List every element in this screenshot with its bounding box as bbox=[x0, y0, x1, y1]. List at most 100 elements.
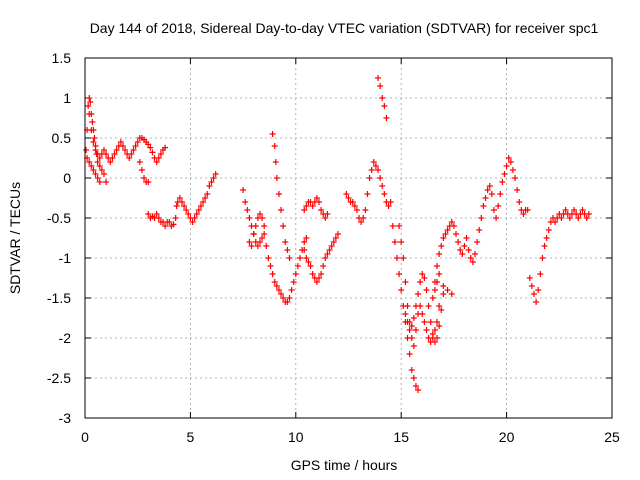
data-point bbox=[145, 141, 152, 148]
data-point bbox=[286, 295, 293, 301]
data-point bbox=[434, 279, 441, 285]
data-point bbox=[282, 239, 289, 245]
data-point bbox=[476, 227, 483, 233]
data-point bbox=[178, 199, 185, 205]
x-axis-label: GPS time / hours bbox=[291, 457, 398, 473]
data-point bbox=[284, 299, 291, 305]
data-point bbox=[103, 151, 110, 157]
data-point bbox=[250, 231, 257, 237]
data-point bbox=[381, 191, 388, 197]
data-point bbox=[535, 287, 542, 293]
data-point bbox=[459, 251, 466, 257]
data-point bbox=[469, 259, 476, 265]
data-point bbox=[85, 103, 92, 109]
data-point bbox=[431, 287, 438, 293]
data-point bbox=[204, 191, 211, 197]
data-point bbox=[261, 223, 268, 229]
data-point bbox=[419, 311, 426, 317]
data-point bbox=[244, 207, 251, 213]
data-point bbox=[252, 223, 259, 229]
data-point bbox=[189, 219, 196, 225]
data-point bbox=[267, 263, 274, 269]
data-point bbox=[88, 163, 95, 169]
data-point bbox=[343, 191, 350, 197]
data-point bbox=[385, 203, 392, 209]
data-point bbox=[86, 95, 93, 101]
data-point bbox=[353, 207, 360, 213]
data-point bbox=[478, 215, 485, 221]
data-point bbox=[503, 163, 510, 169]
data-point bbox=[436, 303, 443, 309]
data-point bbox=[457, 247, 464, 253]
data-point bbox=[408, 367, 415, 373]
data-point bbox=[195, 207, 202, 213]
data-point bbox=[170, 221, 177, 228]
data-point bbox=[193, 211, 200, 217]
y-tick-label: -1.5 bbox=[47, 290, 71, 306]
data-point bbox=[176, 195, 183, 201]
x-tick-label: 15 bbox=[393, 429, 409, 445]
data-point bbox=[408, 323, 415, 329]
data-point bbox=[408, 335, 415, 341]
data-point bbox=[429, 295, 436, 301]
data-point bbox=[507, 159, 514, 165]
data-point bbox=[524, 207, 531, 213]
data-point bbox=[585, 211, 592, 217]
data-point bbox=[332, 235, 339, 241]
data-point bbox=[309, 271, 316, 277]
data-points bbox=[83, 75, 592, 393]
data-point bbox=[301, 207, 308, 213]
data-point bbox=[83, 147, 90, 153]
data-point bbox=[419, 271, 426, 277]
data-point bbox=[528, 283, 535, 289]
data-point bbox=[111, 151, 118, 157]
data-point bbox=[410, 375, 417, 381]
data-point bbox=[436, 251, 443, 257]
data-point bbox=[288, 287, 295, 293]
data-point bbox=[366, 175, 373, 181]
data-point bbox=[436, 271, 443, 277]
data-point bbox=[324, 251, 331, 257]
data-point bbox=[286, 255, 293, 261]
data-point bbox=[94, 175, 101, 181]
data-point bbox=[256, 239, 263, 245]
data-point bbox=[265, 255, 272, 261]
data-point bbox=[290, 279, 297, 285]
data-point bbox=[377, 83, 384, 89]
data-point bbox=[149, 149, 156, 156]
data-point bbox=[415, 291, 422, 297]
data-point bbox=[423, 287, 430, 293]
data-point bbox=[583, 215, 590, 221]
data-point bbox=[467, 255, 474, 261]
data-point bbox=[575, 215, 582, 221]
data-point bbox=[406, 351, 413, 357]
data-point bbox=[526, 275, 533, 281]
data-point bbox=[136, 159, 143, 165]
data-point bbox=[275, 191, 282, 197]
data-point bbox=[434, 319, 441, 325]
data-point bbox=[132, 143, 139, 149]
data-point bbox=[324, 211, 331, 217]
data-point bbox=[92, 147, 99, 153]
data-point bbox=[96, 179, 103, 185]
x-tick-label: 20 bbox=[499, 429, 515, 445]
x-tick-label: 0 bbox=[81, 429, 89, 445]
data-point bbox=[434, 335, 441, 341]
data-point bbox=[490, 207, 497, 213]
data-point bbox=[448, 291, 455, 297]
data-point bbox=[480, 203, 487, 209]
data-point bbox=[438, 307, 445, 313]
data-point bbox=[153, 159, 160, 165]
data-point bbox=[429, 331, 436, 337]
data-point bbox=[303, 203, 310, 209]
data-point bbox=[155, 155, 162, 161]
y-tick-labels: 1.5 1 0.5 0 -0.5 -1 -1.5 -2 -2.5 -3 bbox=[47, 50, 71, 426]
data-point bbox=[404, 303, 411, 309]
data-point bbox=[421, 319, 428, 325]
y-axis-label: SDTVAR / TECUs bbox=[7, 182, 23, 294]
data-point bbox=[512, 175, 519, 181]
y-tick-label: -3 bbox=[59, 410, 72, 426]
data-point bbox=[396, 223, 403, 229]
data-point bbox=[88, 127, 95, 133]
